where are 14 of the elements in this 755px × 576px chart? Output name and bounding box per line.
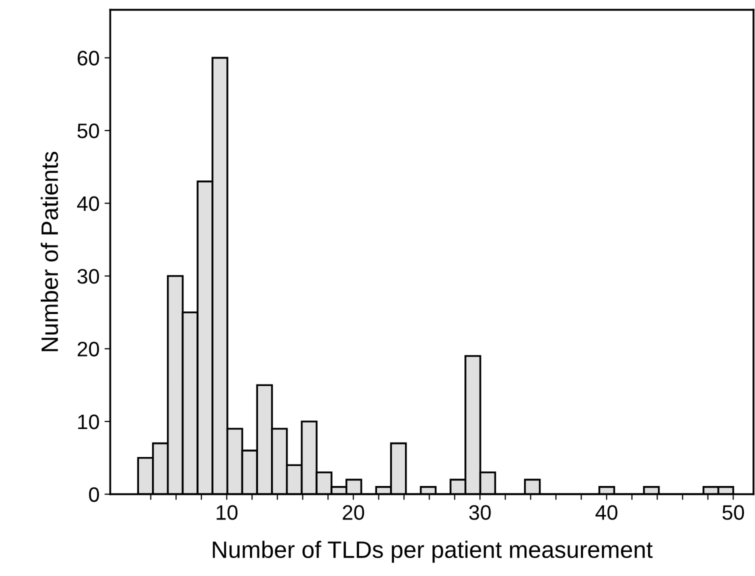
- x-tick-label: 20: [342, 505, 364, 520]
- y-tick-label: 50: [77, 124, 99, 138]
- y-tick-label: 60: [78, 50, 99, 66]
- y-axis-title: Number of Patients: [40, 152, 58, 352]
- x-tick-label: 10: [216, 505, 238, 520]
- y-tick-label: 30: [77, 269, 99, 284]
- x-axis-title: Number of TLDs per patient measurement: [212, 540, 653, 563]
- y-tick-label: 10: [78, 414, 99, 430]
- y-tick-label: 40: [77, 196, 99, 212]
- x-tick-label: 50: [722, 505, 744, 520]
- x-tick-label: 30: [469, 505, 491, 520]
- y-tick-label: 20: [78, 342, 99, 356]
- x-tick-label: 40: [595, 505, 618, 520]
- y-tick-label: 0: [89, 487, 99, 502]
